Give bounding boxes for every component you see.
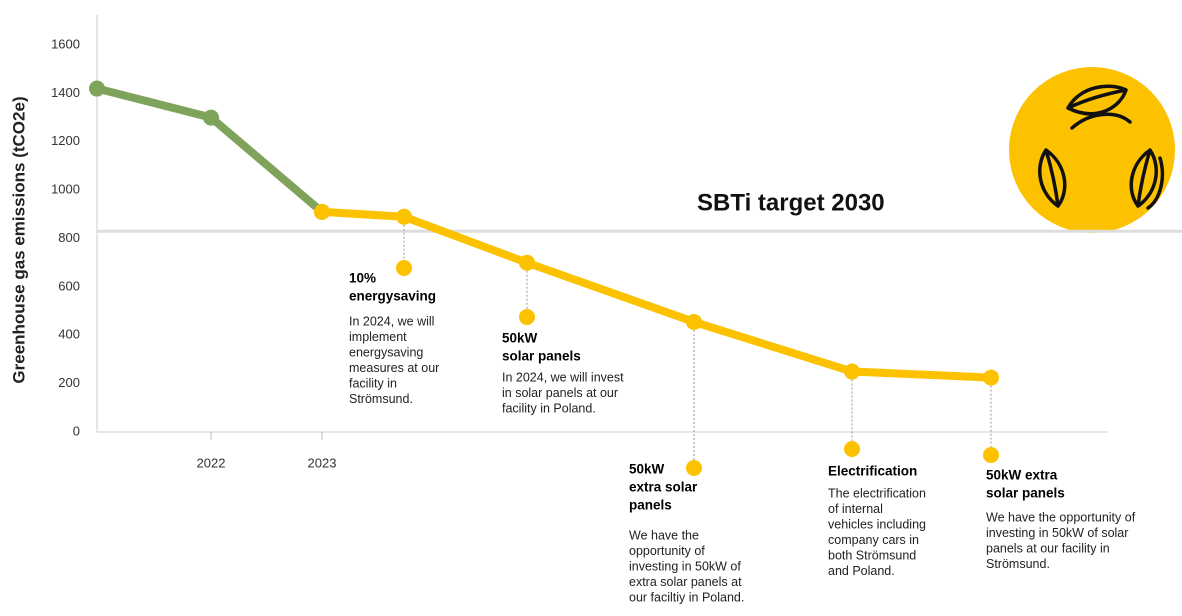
icon <box>1009 67 1175 233</box>
annotation-text: measures at our <box>349 361 439 375</box>
annotation-text: and Poland. <box>828 564 895 578</box>
annotation-title: 50kW extra <box>986 468 1058 483</box>
annotation-title: solar panels <box>986 486 1065 501</box>
annotation-dot <box>519 309 535 325</box>
y-tick-label: 1600 <box>51 36 80 51</box>
annotation-text: company cars in <box>828 533 919 547</box>
annotation-title: 50kW <box>502 331 538 346</box>
annotation-title: extra solar <box>629 480 698 495</box>
y-axis-label: Greenhouse gas emissions (tCO2e) <box>9 96 28 383</box>
x-tick-label: 2022 <box>197 455 226 470</box>
annotation-dot <box>396 260 412 276</box>
series-line <box>96 84 325 215</box>
annotation-text: The electrification <box>828 486 926 500</box>
annotation-title: energysaving <box>349 289 436 304</box>
annotation-dot <box>844 441 860 457</box>
annotation-dot <box>983 447 999 463</box>
annotation-text: our faciltiy in Poland. <box>629 590 744 604</box>
annotation-text: investing in 50kW of <box>629 559 741 573</box>
annotation-title: 10% <box>349 271 376 286</box>
annotation-text: panels at our facility in <box>986 541 1110 555</box>
annotation-title: solar panels <box>502 349 581 364</box>
annotation-dot <box>686 460 702 476</box>
data-point <box>89 80 105 97</box>
x-tick-label: 2023 <box>308 455 337 470</box>
data-point <box>314 203 330 220</box>
data-point <box>203 109 219 126</box>
annotation-text: opportunity of <box>629 544 705 558</box>
annotation-text: facility in Poland. <box>502 401 596 415</box>
annotation-text: in solar panels at our <box>502 386 618 400</box>
annotation-text: In 2024, we will invest <box>502 370 624 384</box>
target-label: SBTi target 2030 <box>697 190 885 217</box>
annotation-title: panels <box>629 498 672 513</box>
annotation-text: Strömsund. <box>349 392 413 406</box>
y-tick-label: 1000 <box>51 182 80 197</box>
series-line <box>321 207 992 382</box>
annotation-text: implement <box>349 330 407 344</box>
data-point <box>519 254 535 271</box>
annotation-title: 50kW <box>629 462 665 477</box>
annotation-text: In 2024, we will <box>349 314 434 328</box>
annotation-text: Strömsund. <box>986 557 1050 571</box>
annotation-text: energysaving <box>349 345 423 359</box>
annotation-text: facility in <box>349 376 397 390</box>
y-tick-label: 400 <box>58 327 80 342</box>
y-tick-label: 1200 <box>51 133 80 148</box>
annotation-title: Electrification <box>828 464 917 479</box>
annotation-text: investing in 50kW of solar <box>986 526 1128 540</box>
annotation-text: vehicles including <box>828 517 926 531</box>
data-point <box>844 363 860 380</box>
y-tick-label: 800 <box>58 230 80 245</box>
annotation-text: We have the <box>629 528 699 542</box>
y-tick-label: 0 <box>73 423 80 438</box>
y-tick-label: 200 <box>58 375 80 390</box>
annotation-text: We have the opportunity of <box>986 510 1136 524</box>
annotation-text: extra solar panels at <box>629 575 742 589</box>
data-point <box>396 208 412 225</box>
y-tick-label: 1400 <box>51 85 80 100</box>
annotation-text: both Strömsund <box>828 548 916 562</box>
y-tick-label: 600 <box>58 278 80 293</box>
annotation-text: of internal <box>828 502 883 516</box>
data-point <box>686 313 702 330</box>
data-point <box>983 369 999 386</box>
